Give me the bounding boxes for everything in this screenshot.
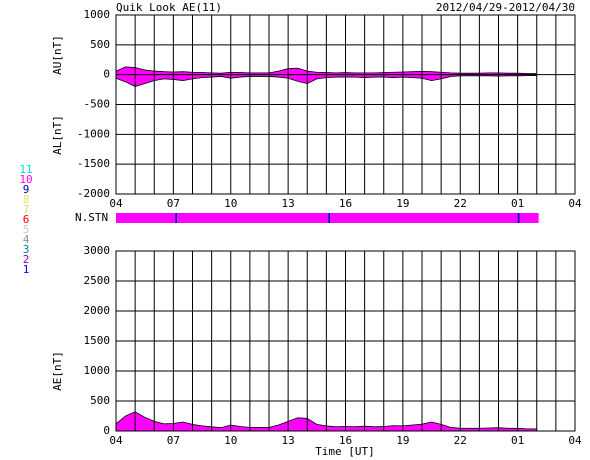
y-tick-label: 1000 bbox=[84, 364, 111, 377]
area bbox=[116, 66, 537, 75]
legend-level: 3 bbox=[23, 243, 30, 256]
chart-title: Quik Look AE(11) bbox=[116, 1, 222, 14]
y-tick-label: 500 bbox=[90, 394, 110, 407]
x-tick-label: 13 bbox=[282, 197, 295, 210]
x-tick-label: 10 bbox=[224, 434, 237, 447]
y-tick-label: -1000 bbox=[77, 127, 110, 140]
stations-label: N.STN bbox=[75, 211, 108, 224]
station-segment bbox=[519, 213, 539, 223]
y-tick-label: 3000 bbox=[84, 244, 111, 257]
x-tick-label: 04 bbox=[568, 434, 582, 447]
station-segment bbox=[517, 213, 520, 223]
x-tick-label: 01 bbox=[511, 197, 524, 210]
area bbox=[116, 411, 537, 431]
y-tick-label: 1000 bbox=[84, 8, 111, 21]
y-axis-label: AE[nT] bbox=[51, 351, 64, 391]
legend-level: 6 bbox=[23, 213, 30, 226]
x-tick-label: 16 bbox=[339, 197, 352, 210]
y-tick-label: 0 bbox=[103, 68, 110, 81]
legend-level: 5 bbox=[23, 223, 30, 236]
y-tick-label: 2500 bbox=[84, 274, 111, 287]
x-tick-label: 19 bbox=[396, 434, 409, 447]
date-range: 2012/04/29-2012/04/30 bbox=[436, 1, 575, 14]
station-segment bbox=[175, 213, 178, 223]
y-tick-label: 2000 bbox=[84, 304, 111, 317]
x-tick-label: 22 bbox=[454, 434, 467, 447]
x-tick-label: 07 bbox=[167, 197, 180, 210]
x-tick-label: 07 bbox=[167, 434, 180, 447]
station-segment bbox=[177, 213, 329, 223]
x-tick-label: 04 bbox=[109, 197, 123, 210]
y-tick-label: -500 bbox=[84, 98, 111, 111]
x-tick-label: 10 bbox=[224, 197, 237, 210]
y-tick-label: 0 bbox=[103, 424, 110, 437]
x-tick-label: 04 bbox=[109, 434, 123, 447]
y-tick-label: -2000 bbox=[77, 187, 110, 200]
y-tick-label: -1500 bbox=[77, 157, 110, 170]
legend-level: 1 bbox=[23, 263, 30, 276]
y-axis-label: AU[nT] bbox=[51, 35, 64, 75]
legend-level: 4 bbox=[23, 233, 30, 246]
x-tick-label: 04 bbox=[568, 197, 582, 210]
legend-level: 11 bbox=[19, 163, 32, 176]
legend-level: 8 bbox=[23, 193, 30, 206]
y-tick-label: 500 bbox=[90, 38, 110, 51]
x-tick-label: 16 bbox=[339, 434, 352, 447]
y-tick-label: 1500 bbox=[84, 334, 111, 347]
y-axis-label: AL[nT] bbox=[51, 115, 64, 155]
x-tick-label: 19 bbox=[396, 197, 409, 210]
legend-level: 9 bbox=[23, 183, 30, 196]
station-segment bbox=[330, 213, 518, 223]
area bbox=[116, 74, 537, 87]
legend-level: 2 bbox=[23, 253, 30, 266]
x-tick-label: 22 bbox=[454, 197, 467, 210]
x-tick-label: 01 bbox=[511, 434, 524, 447]
plot-frame bbox=[115, 14, 576, 195]
station-segment bbox=[116, 213, 176, 223]
legend-level: 7 bbox=[23, 203, 30, 216]
x-tick-label: 13 bbox=[282, 434, 295, 447]
plot-frame bbox=[115, 250, 576, 432]
x-axis-label: Time [UT] bbox=[315, 445, 375, 458]
station-segment bbox=[328, 213, 331, 223]
legend-level: 10 bbox=[19, 173, 32, 186]
